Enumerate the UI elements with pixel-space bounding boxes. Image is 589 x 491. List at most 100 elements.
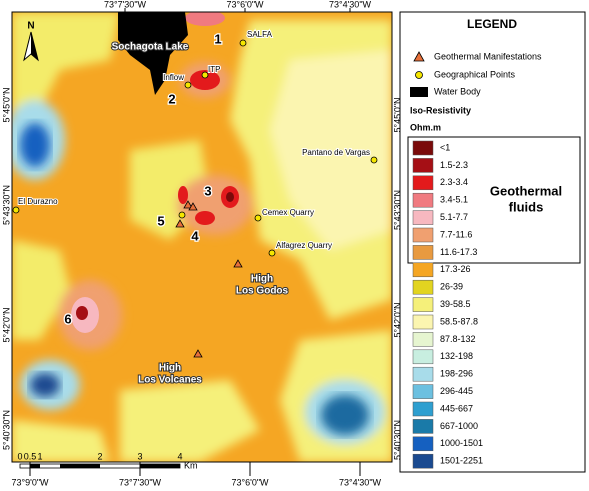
class-swatch <box>412 297 434 312</box>
axis-label: 5°43'30"N <box>1 185 11 225</box>
axis-label: 73°6'0"W <box>231 477 269 487</box>
anomaly-number: 1 <box>214 31 221 46</box>
scale-unit: Km <box>184 460 198 470</box>
place-label: Pantano de Vargas <box>302 148 370 157</box>
scale-bar <box>19 463 181 469</box>
geographical-points: SALFA ITP Inflow Pantano de Vargas El Durazn… <box>12 29 378 358</box>
class-swatch <box>412 262 434 278</box>
fluids-label: Geothermal <box>490 183 562 198</box>
axis-label: 73°7'30"W <box>104 0 147 9</box>
class-label: 296-445 <box>440 386 473 396</box>
axis-label: 5°40'30"N <box>392 420 402 460</box>
resistivity-map <box>12 12 392 462</box>
fluids-label: fluids <box>509 199 544 214</box>
class-label: 11.6-17.3 <box>440 247 477 257</box>
class-label: 5.1-7.7 <box>440 212 468 222</box>
manifestation-symbol <box>413 51 425 62</box>
class-label: 87.8-132 <box>440 334 476 344</box>
axis-label: 5°45'0"N <box>392 97 402 132</box>
legend-item: Water Body <box>434 86 481 96</box>
geographical-point <box>201 71 209 79</box>
scale-label: 0.5 <box>24 451 37 461</box>
legend-unit: Ohm.m <box>410 122 441 132</box>
geothermal-manifestation <box>183 200 193 209</box>
class-label: 667-1000 <box>440 421 478 431</box>
axis-label: 73°7'30"W <box>119 477 162 487</box>
axis-label: 5°43'30"N <box>392 190 402 230</box>
class-swatch <box>412 419 434 434</box>
class-swatch <box>412 227 434 243</box>
class-label: 1000-1501 <box>440 438 483 448</box>
fluids-box <box>407 136 581 264</box>
north-label: N <box>27 21 34 32</box>
anomaly-number: 4 <box>191 228 199 243</box>
class-swatch <box>412 279 434 295</box>
class-swatch <box>412 436 434 452</box>
place-label: Alfagrez Quarry <box>276 241 332 250</box>
legend-title: LEGEND <box>467 17 517 31</box>
class-swatch <box>412 140 434 156</box>
scale-label: 4 <box>177 451 182 461</box>
class-swatch <box>412 175 434 191</box>
water-body <box>118 12 188 95</box>
class-swatch <box>412 349 434 365</box>
class-swatch <box>412 314 434 330</box>
class-swatch <box>412 401 434 417</box>
axis-label: 73°4'30"W <box>339 477 382 487</box>
place-label: SALFA <box>247 30 273 39</box>
class-swatch <box>412 453 434 469</box>
axis-label: 5°42'0"N <box>1 307 11 342</box>
zone-label: High <box>251 274 273 285</box>
class-label: 17.3-26 <box>440 264 471 274</box>
anomaly-number: 5 <box>157 213 164 228</box>
place-label: Inflow <box>163 73 184 82</box>
class-label: 445-667 <box>440 403 473 413</box>
geographical-point <box>239 39 247 47</box>
geothermal-manifestation <box>175 219 185 228</box>
anomaly-number: 2 <box>168 91 175 106</box>
class-label: 39-58.5 <box>440 299 471 309</box>
class-label: 198-296 <box>440 369 473 379</box>
class-swatch <box>412 332 434 347</box>
class-swatch <box>412 245 434 260</box>
class-swatch <box>412 192 434 208</box>
place-label: Cemex Quarry <box>262 208 314 217</box>
geographical-point <box>184 81 192 89</box>
geographical-point <box>268 249 276 257</box>
geothermal-manifestation <box>193 349 203 358</box>
anomaly-number: 6 <box>64 311 71 326</box>
axis-label: 73°6'0"W <box>226 0 264 9</box>
class-label: 58.5-87.8 <box>440 316 478 326</box>
point-symbol <box>415 71 423 79</box>
axis-label: 5°40'30"N <box>1 410 11 450</box>
geothermal-manifestation <box>188 202 198 211</box>
legend-heading: Iso-Resistivity <box>410 105 471 115</box>
geographical-point <box>370 156 378 164</box>
water-symbol <box>410 87 428 97</box>
legend-item: Geographical Points <box>434 69 516 79</box>
class-label: 1501-2251 <box>440 456 483 466</box>
zone-label: High <box>159 363 181 374</box>
class-label: 1.5-2.3 <box>440 160 468 170</box>
class-label: 7.7-11.6 <box>440 229 472 239</box>
class-swatch <box>412 158 434 173</box>
geographical-point <box>178 211 186 219</box>
axis-label: 5°45'0"N <box>1 87 11 122</box>
lake-label: Sochagota Lake <box>112 42 189 53</box>
axis-label: 5°42'0"N <box>392 302 402 337</box>
place-label: El Durazno <box>18 197 58 206</box>
class-label: 2.3-3.4 <box>440 177 468 187</box>
class-label: <1 <box>440 142 450 152</box>
class-swatch <box>412 384 434 399</box>
anomaly-number: 3 <box>204 183 211 198</box>
scale-label: 1 <box>37 451 42 461</box>
axis-label: 73°4'30"W <box>329 0 372 9</box>
zone-label: Los Godos <box>236 286 289 297</box>
class-swatch <box>412 366 434 382</box>
legend-item: Geothermal Manifestations <box>434 51 542 61</box>
axis-label: 73°9'0"W <box>11 477 49 487</box>
geothermal-manifestation <box>233 259 243 268</box>
place-label: ITP <box>208 65 220 74</box>
class-label: 132-198 <box>440 351 473 361</box>
